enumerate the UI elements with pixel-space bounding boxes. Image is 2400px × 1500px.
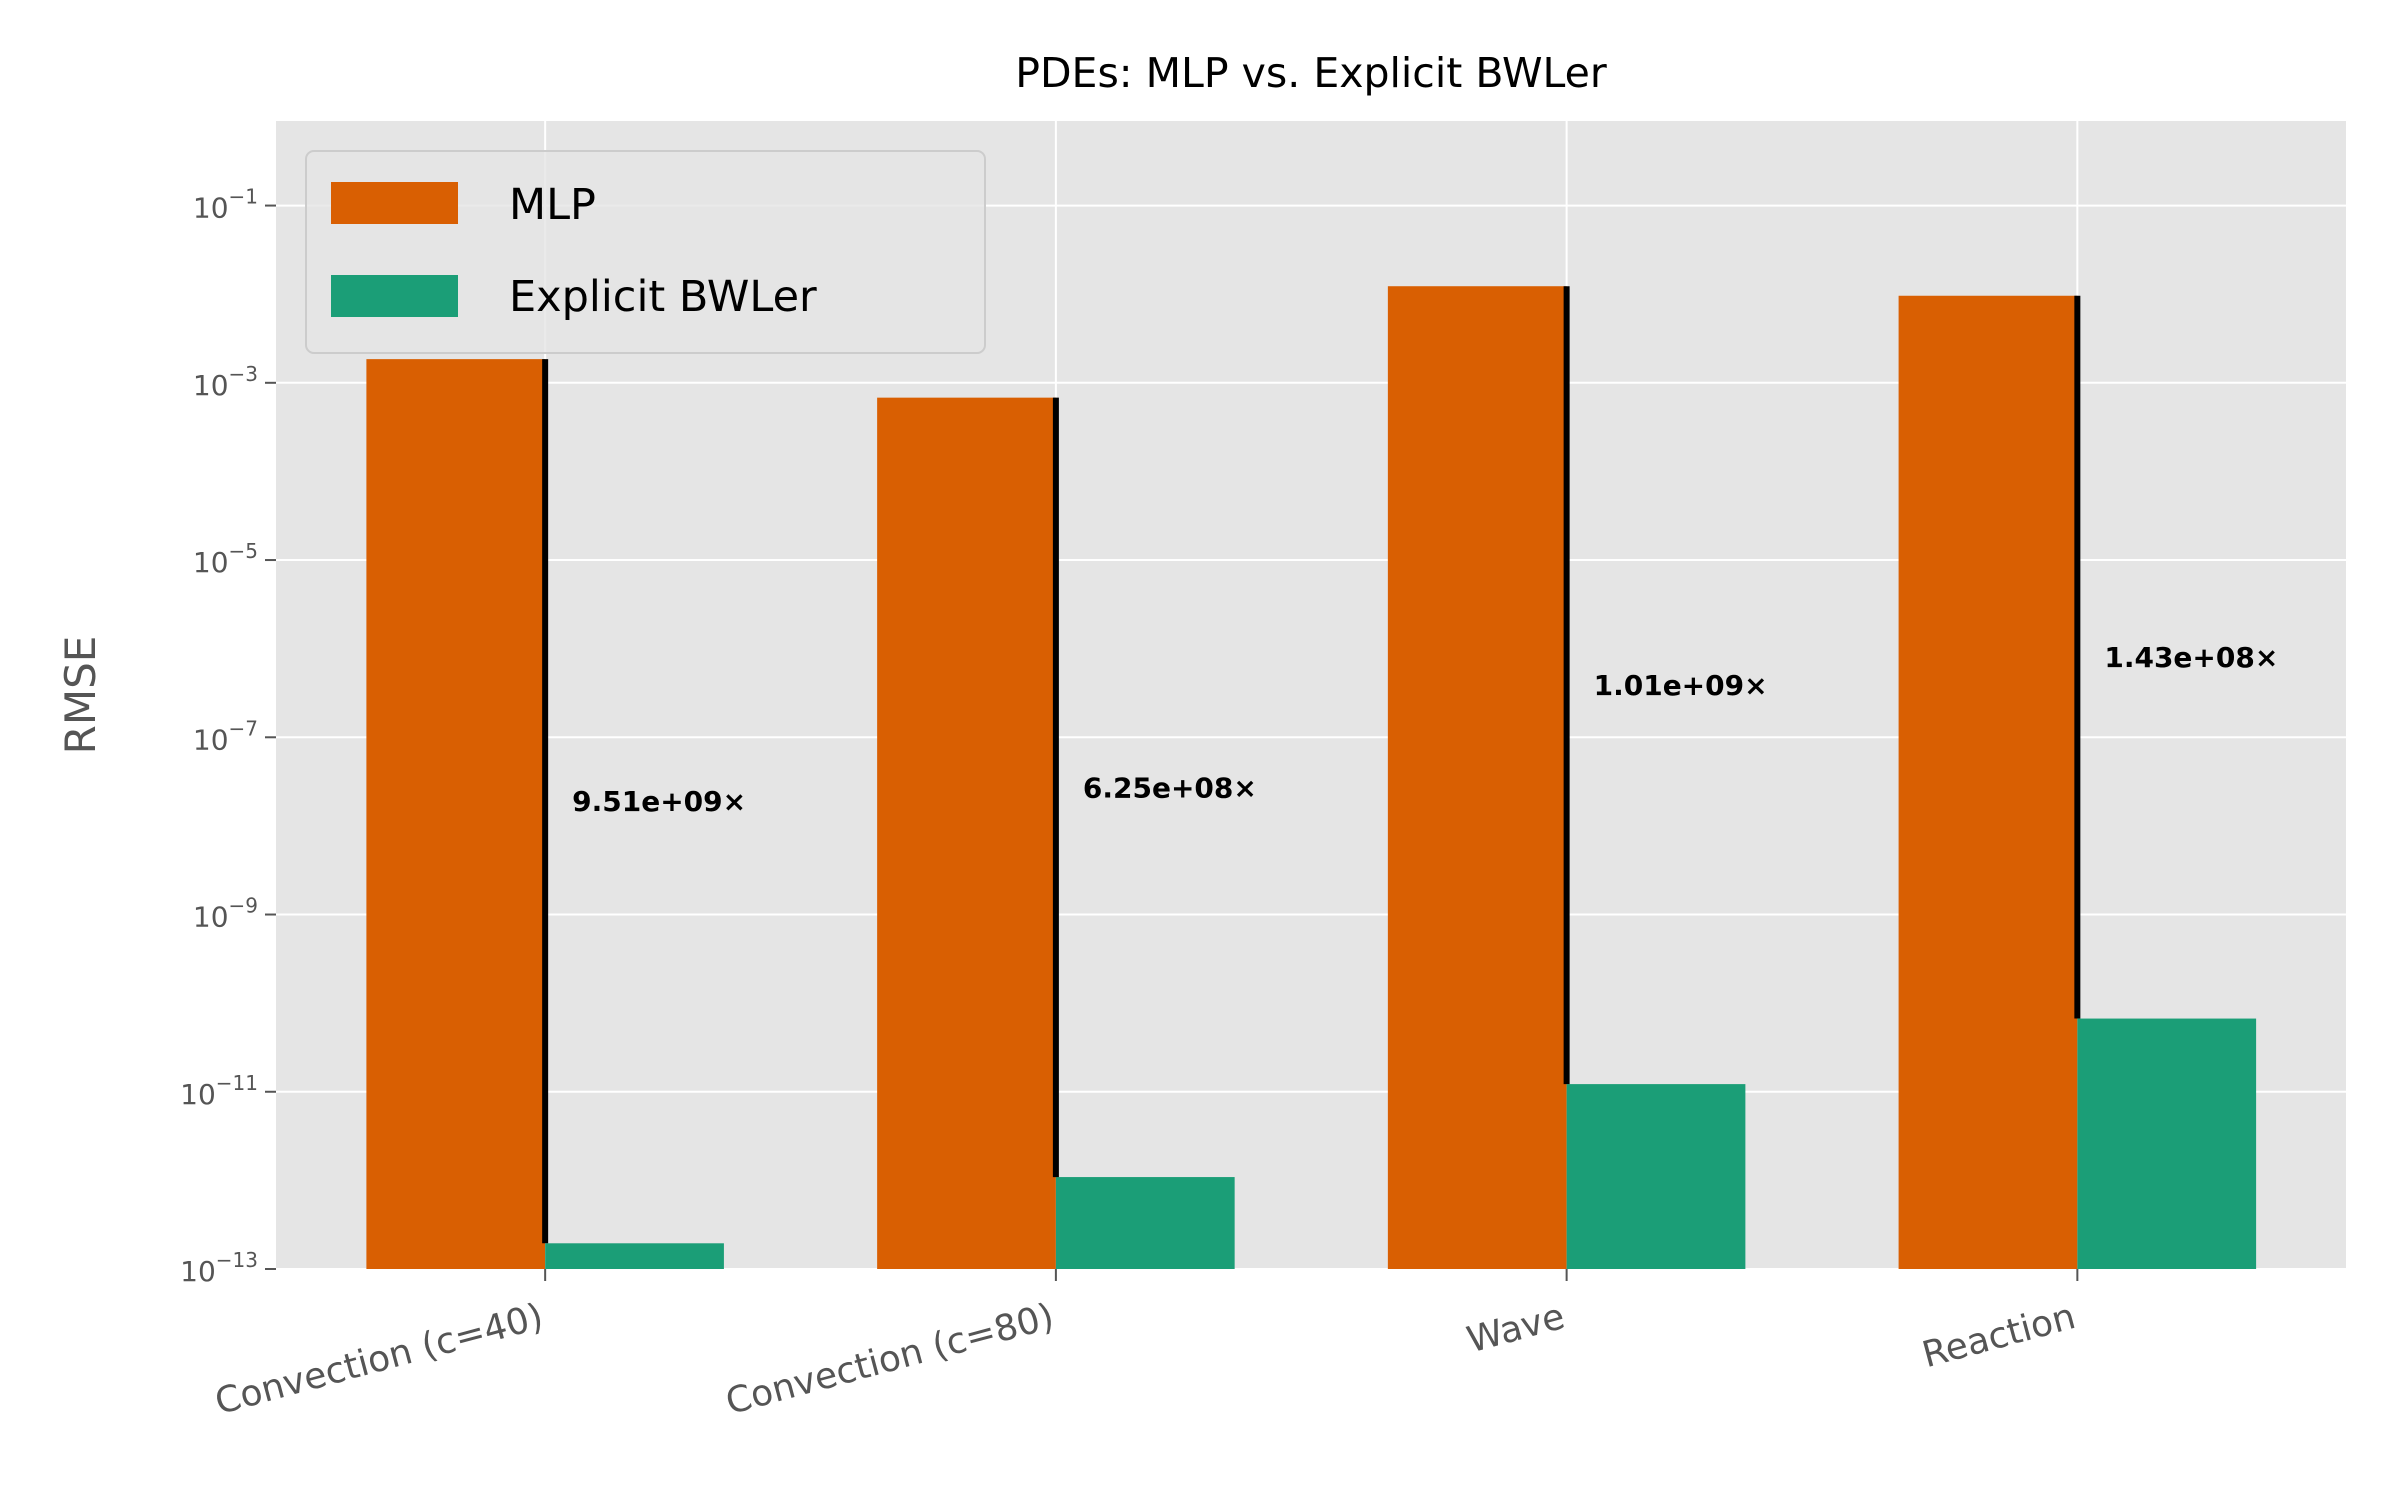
legend: MLP Explicit BWLer xyxy=(305,150,986,354)
y-tick-label: 10−1 xyxy=(193,185,258,225)
y-tick-label: 10−9 xyxy=(193,894,258,934)
y-tick-label: 10−13 xyxy=(180,1248,258,1288)
x-axis: Convection (c=40) Convection (c=80) Wave Re… xyxy=(211,1269,2080,1423)
bar-bwler xyxy=(1566,1084,1746,1269)
y-axis-label: RMSE xyxy=(56,636,105,755)
chart-title: PDEs: MLP vs. Explicit BWLer xyxy=(1015,49,1607,97)
y-axis: 10−1 10−3 10−5 10−7 10−9 10−11 10−13 xyxy=(180,185,276,1288)
ratio-label: 9.51e+09× xyxy=(572,785,746,818)
y-tick-label: 10−5 xyxy=(193,539,258,579)
y-tick-label: 10−3 xyxy=(193,362,258,402)
annotations: 9.51e+09× 6.25e+08× 1.01e+09× 1.43e+08× xyxy=(542,286,2278,1244)
legend-label-mlp: MLP xyxy=(509,180,596,230)
bar-mlp xyxy=(877,397,1056,1269)
bar-mlp xyxy=(1898,295,2078,1269)
x-tick-label: Reaction xyxy=(1918,1296,2080,1376)
legend-frame xyxy=(305,150,986,354)
bar-bwler xyxy=(2077,1018,2257,1269)
y-tick-label: 10−11 xyxy=(180,1071,258,1111)
ratio-label: 1.01e+09× xyxy=(1594,669,1768,702)
legend-swatch-bwler xyxy=(331,275,458,317)
legend-swatch-mlp xyxy=(331,182,458,224)
bar-bwler xyxy=(545,1243,724,1269)
x-tick-label: Convection (c=80) xyxy=(722,1296,1059,1423)
bar-bwler xyxy=(1055,1177,1235,1269)
x-tick-label: Wave xyxy=(1463,1296,1569,1361)
ratio-label: 6.25e+08× xyxy=(1083,771,1257,804)
y-tick-label: 10−7 xyxy=(193,716,258,756)
bars xyxy=(366,286,2257,1269)
bar-mlp xyxy=(366,359,546,1269)
x-tick-label: Convection (c=40) xyxy=(211,1296,548,1423)
bar-mlp xyxy=(1387,286,1567,1269)
legend-label-bwler: Explicit BWLer xyxy=(509,272,817,322)
ratio-label: 1.43e+08× xyxy=(2104,641,2278,674)
